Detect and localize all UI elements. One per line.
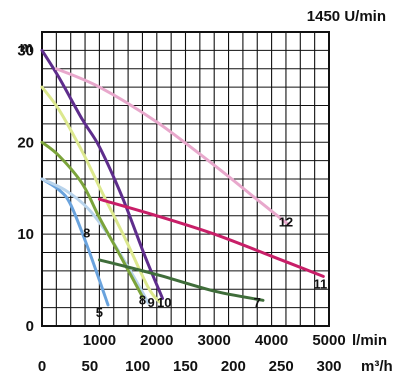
tick-labels: 0 10 20 30 1000 2000 3000 4000 5000 0 50 100 150 200 2… [17,42,345,374]
curve-unlabeled [40,48,164,300]
x-tick-label-bottom: 200 [221,358,246,374]
x-tick-label-bottom: 250 [269,358,294,374]
curve-label: 5 [96,305,103,320]
curve-label: 12 [279,214,293,229]
curve-label: 10 [157,295,171,310]
curve-10 [40,85,162,304]
y-tick-label: 10 [17,226,34,243]
curve-label: 11 [314,277,328,292]
grid [41,31,330,327]
x-tick-label-top: 2000 [140,332,173,349]
curve-label: 8 [83,225,90,240]
x-tick-label-bottom: 150 [173,358,198,374]
curve-11 [97,197,325,278]
curves [40,48,325,307]
x-tick-label-top: 3000 [198,332,231,349]
x-axis-unit-top: l/min [352,332,387,349]
curve-label: 7 [254,295,261,310]
x-tick-label-bottom: 300 [316,358,341,374]
x-tick-label-top: 1000 [83,332,116,349]
curve-7 [97,258,265,302]
curve-12 [54,67,291,227]
speed-label: 1450 U/min [307,8,386,25]
curve-9 [40,177,150,305]
x-tick-label-top: 5000 [312,332,345,349]
x-tick-label-bottom: 0 [38,358,46,374]
y-tick-label: 20 [17,134,34,151]
x-tick-label-top: 4000 [255,332,288,349]
curve-label: 9 [147,295,154,310]
y-tick-label: 0 [26,318,34,335]
y-tick-label: 30 [17,42,34,59]
x-tick-label-bottom: 50 [81,358,98,374]
y-axis-unit: m [20,39,33,56]
curve-8 [40,140,144,299]
x-tick-label-bottom: 100 [125,358,150,374]
x-axis-unit-bottom: m³/h [361,358,393,374]
curve-5 [40,177,110,307]
curve-label: 8 [139,292,146,307]
